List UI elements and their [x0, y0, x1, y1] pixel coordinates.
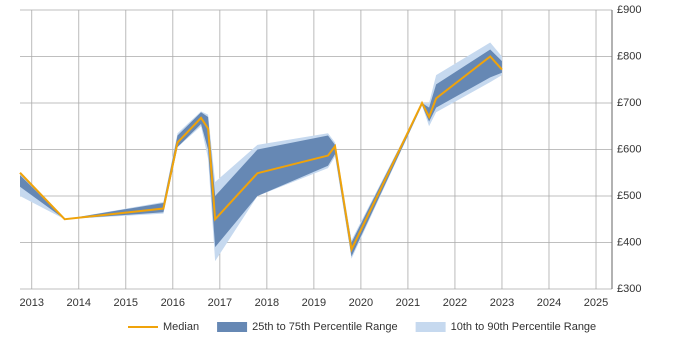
median-line	[19, 55, 503, 253]
x-tick-label: 2023	[490, 297, 514, 309]
y-tick-label: £500	[617, 190, 641, 202]
y-tick-label: £300	[617, 283, 641, 295]
y-tick-label: £400	[617, 236, 641, 248]
x-tick-label: 2013	[20, 297, 44, 309]
y-tick-label: £600	[617, 143, 641, 155]
y-tick-label: £700	[617, 97, 641, 109]
legend-swatch	[217, 322, 248, 332]
legend-label: Median	[163, 321, 199, 333]
x-tick-label: 2025	[584, 297, 608, 309]
y-tick-label: £900	[617, 4, 641, 16]
x-tick-label: 2018	[255, 297, 279, 309]
x-tick-label: 2017	[208, 297, 232, 309]
x-tick-label: 2022	[443, 297, 467, 309]
percentile-band	[20, 49, 502, 257]
y-tick-label: £800	[617, 50, 641, 62]
x-tick-label: 2016	[161, 297, 185, 309]
x-tick-label: 2014	[67, 297, 91, 309]
legend-label: 10th to 90th Percentile Range	[451, 321, 597, 333]
x-tick-label: 2019	[302, 297, 326, 309]
legend-swatch	[415, 322, 446, 332]
x-tick-label: 2020	[349, 297, 373, 309]
x-tick-label: 2021	[396, 297, 420, 309]
x-tick-label: 2015	[114, 297, 138, 309]
x-tick-label: 2024	[537, 297, 561, 309]
legend-label: 25th to 75th Percentile Range	[252, 321, 398, 333]
